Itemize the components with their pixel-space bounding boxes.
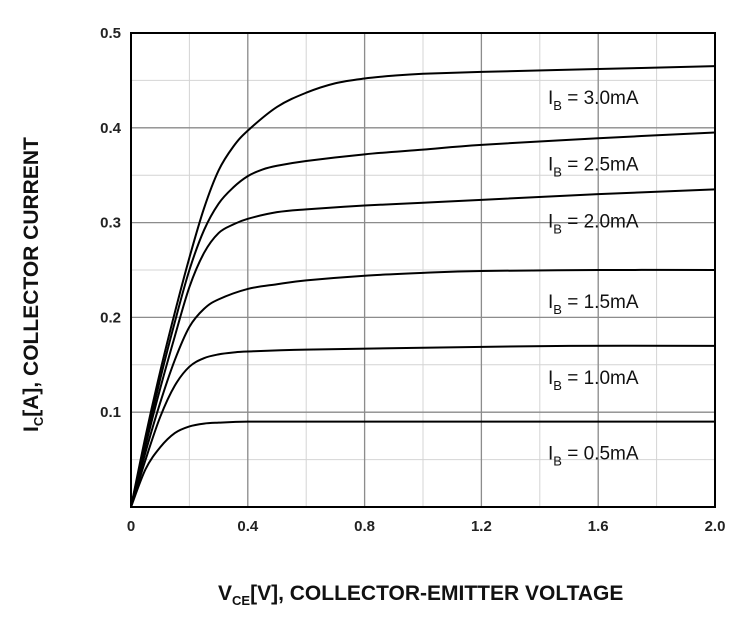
series-label-sub: B: [553, 165, 562, 180]
series-label-rest: = 2.0mA: [562, 211, 639, 232]
y-tick-label: 0.4: [100, 120, 122, 137]
x-axis-title-main: V: [218, 582, 232, 605]
series-label-rest: = 0.5mA: [562, 444, 639, 465]
y-axis-title-rest: [A], COLLECTOR CURRENT: [20, 137, 43, 417]
series-label-sub: B: [553, 378, 562, 393]
y-axis-title-sub: C: [31, 416, 46, 426]
series-label-sub: B: [553, 221, 562, 236]
plot-frame: [130, 32, 716, 508]
series-label-rest: = 1.5mA: [562, 292, 639, 313]
series-label-main: I: [548, 444, 553, 465]
series-label-main: I: [548, 155, 553, 176]
series-label-main: I: [548, 211, 553, 232]
x-tick-label: 1.2: [471, 518, 492, 535]
y-axis-title-main: I: [20, 426, 43, 432]
series-label: IB = 2.5mA: [548, 155, 639, 180]
x-axis-title-rest: [V], COLLECTOR-EMITTER VOLTAGE: [250, 582, 623, 605]
y-tick-label: 0.1: [100, 404, 121, 421]
y-tick-label: 0.2: [100, 309, 121, 326]
series-curve: [130, 344, 716, 508]
series-label: IB = 1.5mA: [548, 292, 639, 317]
series-label: IB = 1.0mA: [548, 368, 639, 393]
series-label-rest: = 3.0mA: [562, 88, 639, 109]
y-axis-title: IC[A], COLLECTOR CURRENT: [20, 137, 46, 432]
series-label-sub: B: [553, 98, 562, 113]
x-tick-label: 0.8: [354, 518, 375, 535]
series-label-rest: = 1.0mA: [562, 368, 639, 389]
series-label-main: I: [548, 292, 553, 313]
series-label: IB = 3.0mA: [548, 88, 639, 113]
x-axis-title: VCE[V], COLLECTOR-EMITTER VOLTAGE: [218, 582, 623, 608]
x-tick-label: 2.0: [705, 518, 726, 535]
x-tick-label: 1.6: [588, 518, 609, 535]
series-label-sub: B: [553, 302, 562, 317]
series-label-main: I: [548, 368, 553, 389]
series-curve: [130, 131, 716, 508]
series-curve: [130, 65, 716, 508]
x-axis-title-sub: CE: [232, 593, 250, 608]
series-label-rest: = 2.5mA: [562, 155, 639, 176]
y-tick-label: 0.3: [100, 215, 121, 232]
series-label-main: I: [548, 88, 553, 109]
series-label: IB = 0.5mA: [548, 444, 639, 469]
series-curve: [130, 420, 716, 508]
series-label: IB = 2.0mA: [548, 211, 639, 236]
x-tick-labels: 0 0.4 0.8 1.2 1.6 2.0: [127, 518, 726, 535]
x-tick-label: 0: [127, 518, 135, 535]
y-tick-labels: 0.1 0.2 0.3 0.4 0.5: [100, 25, 122, 421]
x-tick-label: 0.4: [237, 518, 259, 535]
series-curve: [130, 188, 716, 508]
series-curve: [130, 268, 716, 508]
curves: [130, 65, 716, 508]
series-label-sub: B: [553, 454, 562, 469]
y-tick-label: 0.5: [100, 25, 121, 42]
